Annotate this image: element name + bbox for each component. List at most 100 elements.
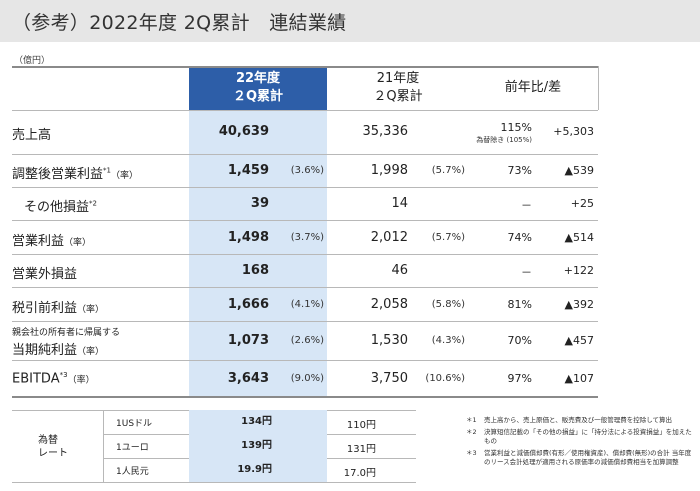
row-label-text: 営業利益 [12,234,65,249]
row-label-text: 税引前利益 [12,301,78,316]
current-value: 39 [250,196,269,211]
previous-value: 1,530 [370,333,408,348]
table-row-other-income: その他損益*2 39 14 － +25 [12,187,598,220]
delta-value: ▲392 [564,298,594,311]
previous-value: 2,012 [370,230,408,245]
current-value: 1,459 [227,163,269,178]
fx-bottom-border [12,482,416,483]
previous-value: 35,336 [362,124,409,139]
footnote: ＊1 売上高から、売上原価と、販売費及び一般管理費を控除して算出 [466,416,696,425]
previous-rate: (5.7%) [431,165,465,176]
fx-prev-usd: 110円 [346,420,376,431]
fx-column-divider [103,410,104,482]
delta-value: ▲539 [564,164,594,177]
previous-value: 1,998 [370,163,408,178]
current-value: 168 [241,263,269,278]
footnote-mark: *3 [59,371,68,379]
header-yoy-diff: 前年比/差 [504,80,562,95]
row-label-text: 当期純利益 [12,343,78,358]
current-value: 3,643 [227,371,269,386]
footnote: ＊2 決算短信記載の「その他の損益」に「持分法による投資損益」を加えたもの [466,428,696,446]
previous-value: 46 [391,263,408,278]
previous-value: 14 [391,196,408,211]
row-divider [12,187,598,188]
footnote-mark: ＊1 [466,416,477,424]
fx-label-line2: レート [38,448,68,459]
fx-current-cny: 19.9円 [189,458,327,482]
unit-label: （億円） [14,56,51,66]
delta-value: +5,303 [553,125,594,138]
yoy-ratio: 70% [507,334,532,347]
footnote-mark: *2 [89,199,97,208]
yoy-ratio: － [521,266,532,279]
row-label: EBITDA*3（率） [12,371,95,386]
table-bottom-border [12,396,598,398]
row-label: 当期純利益（率） [12,339,104,358]
current-rate: (3.6%) [290,165,324,176]
fx-currency-eur: 1ユーロ [116,443,149,453]
table-row-net-income: 親会社の所有者に帰属する 当期純利益（率） 1,073 (2.6%) 1,530… [12,321,598,360]
header-prev-line1: 21年度 [376,71,420,86]
table-row-non-operating: 営業外損益 168 46 － +122 [12,254,598,287]
title-bar: （参考）2022年度 2Q累計 連結業績 [0,0,700,42]
yoy-ratio: 97% [507,372,532,385]
row-label-prefix: 親会社の所有者に帰属する [12,328,121,338]
current-value: 1,073 [227,333,269,348]
row-label: 営業利益（率） [12,230,91,249]
current-value: 1,498 [227,230,269,245]
row-label: 売上高 [12,128,52,143]
row-divider [12,321,598,322]
delta-value: ▲514 [564,231,594,244]
yoy-ratio: － [521,199,532,212]
footnote-text: 売上高から、売上原価と、販売費及び一般管理費を控除して算出 [484,416,673,424]
table-row-pretax-profit: 税引前利益（率） 1,666 (4.1%) 2,058 (5.8%) 81% ▲… [12,287,598,321]
page-title: （参考）2022年度 2Q累計 連結業績 [12,12,347,34]
table-row-operating-profit: 営業利益（率） 1,498 (3.7%) 2,012 (5.7%) 74% ▲5… [12,220,598,254]
footnote-text: 営業利益と減価償却費(有形／使用権資産)、償却費(無形)の合計 当年度のリース会… [484,449,692,466]
rate-label: （率） [64,238,92,248]
header-right-border [598,66,599,110]
fx-current-usd: 134円 [189,410,327,434]
row-label-text: 調整後営業利益 [12,167,104,182]
current-value: 40,639 [218,124,269,139]
current-value: 1,666 [227,297,269,312]
header-current-line2: ２Q累計 [232,89,284,104]
yoy-ratio: 74% [507,231,532,244]
row-divider [12,360,598,361]
previous-value: 2,058 [370,297,408,312]
current-rate: (3.7%) [290,232,324,243]
current-rate: (4.1%) [290,299,324,310]
header-previous-period: 21年度 ２Q累計 [328,66,468,110]
delta-value: ▲107 [564,372,594,385]
footnotes: ＊1 売上高から、売上原価と、販売費及び一般管理費を控除して算出 ＊2 決算短信記載… [466,416,696,470]
yoy-ratio: 81% [507,298,532,311]
fx-label-line1: 為替 [38,435,58,446]
footnote-mark: ＊3 [466,449,477,457]
previous-rate: (5.8%) [431,299,465,310]
row-divider [12,254,598,255]
header-current-line1: 22年度 [235,71,281,86]
footnote-mark: *1 [103,166,111,175]
footnote: ＊3 営業利益と減価償却費(有形／使用権資産)、償却費(無形)の合計 当年度のリー… [466,449,696,467]
previous-rate: (5.7%) [431,232,465,243]
table-top-border [12,66,598,68]
row-label: 調整後営業利益*1（率） [12,163,138,182]
fx-current-eur: 139円 [189,434,327,458]
row-divider [12,287,598,288]
row-divider [12,110,598,111]
table-row-ebitda: EBITDA*3（率） 3,643 (9.0%) 3,750 (10.6%) 9… [12,360,598,396]
row-divider [12,154,598,155]
fx-currency-usd: 1USドル [116,419,153,429]
table-row-sales: 売上高 40,639 35,336 115% 為替除き (105%) +5,30… [12,110,598,154]
table-row-adjusted-operating-profit: 調整後営業利益*1（率） 1,459 (3.6%) 1,998 (5.7%) 7… [12,154,598,187]
current-rate: (9.0%) [290,373,324,384]
previous-value: 3,750 [370,371,408,386]
fx-prev-cny: 17.0円 [343,468,376,479]
footnote-text: 決算短信記載の「その他の損益」に「持分法による投資損益」を加えたもの [484,428,692,445]
yoy-ratio: 115% [500,121,532,134]
fx-currency-cny: 1人民元 [116,467,149,477]
delta-value: +25 [570,197,594,210]
footnote-mark: ＊2 [466,428,477,436]
row-label: 税引前利益（率） [12,297,104,316]
fx-prev-eur: 131円 [346,444,376,455]
